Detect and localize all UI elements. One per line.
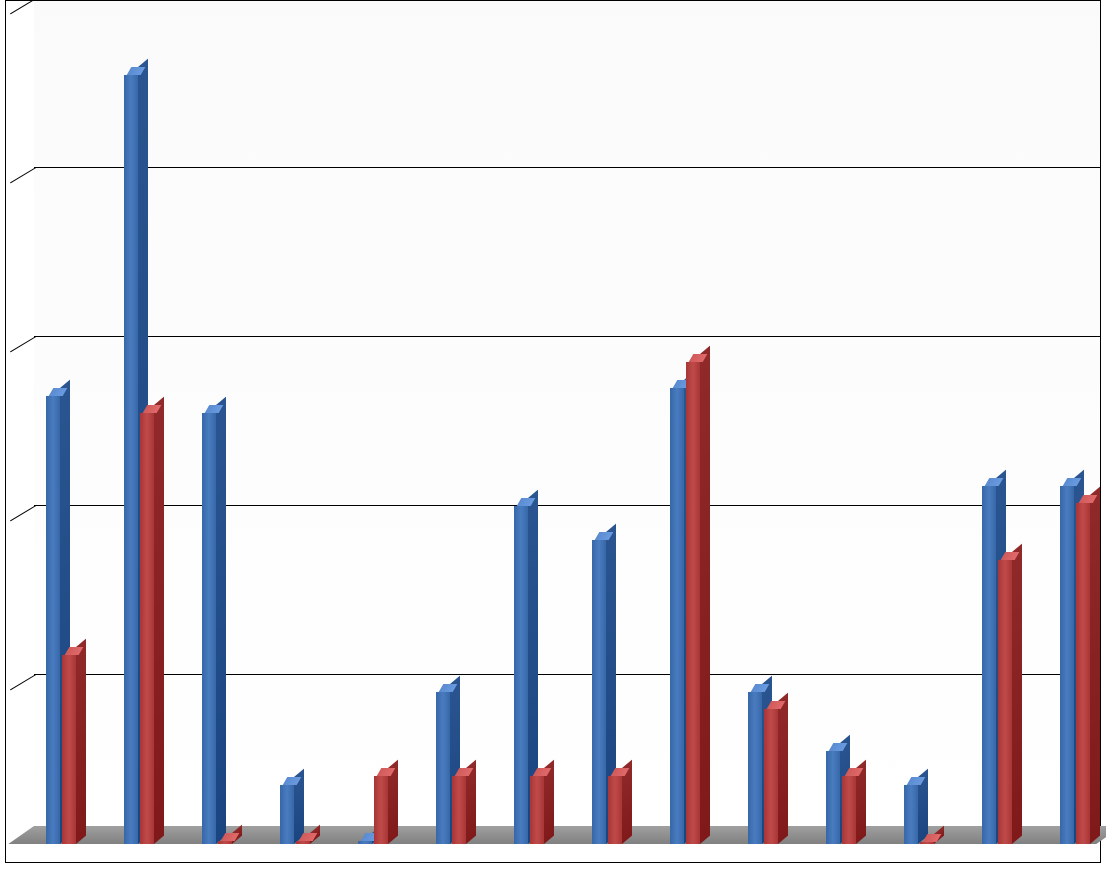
- gridline: [34, 336, 1100, 337]
- bar-group: [436, 692, 466, 844]
- bar-front: [530, 776, 544, 844]
- bar-series1: [748, 692, 762, 844]
- bar-series2: [1076, 503, 1090, 844]
- bar-series1: [826, 751, 840, 844]
- bar-front: [280, 785, 294, 844]
- bar-front: [748, 692, 762, 844]
- bar-series1: [202, 413, 216, 844]
- bar-side: [700, 346, 710, 844]
- bar-front: [452, 776, 466, 844]
- bar-series2: [62, 655, 76, 844]
- bar-group: [1060, 486, 1090, 844]
- bar-series2: [998, 560, 1012, 844]
- bar-group: [124, 75, 154, 844]
- bar-top: [923, 834, 942, 842]
- bar-front: [374, 776, 388, 844]
- bar-group: [202, 413, 232, 844]
- bar-front: [904, 785, 918, 844]
- bar-series2: [218, 841, 232, 844]
- bar-series1: [124, 75, 138, 844]
- bar-side: [154, 397, 164, 844]
- gridline: [34, 505, 1100, 506]
- bar-group: [280, 785, 310, 844]
- bar-series2: [374, 776, 388, 844]
- bar-front: [202, 413, 216, 844]
- bar-front: [124, 75, 138, 844]
- bar-front: [46, 396, 60, 844]
- bar-series1: [280, 785, 294, 844]
- bar-series2: [920, 842, 934, 844]
- bar-front: [842, 776, 856, 844]
- bar-group: [592, 540, 622, 844]
- bar-front: [592, 540, 606, 844]
- bar-group: [46, 396, 76, 844]
- bar-series1: [592, 540, 606, 844]
- bar-front: [514, 506, 528, 844]
- bar-series2: [530, 776, 544, 844]
- bar-series1: [904, 785, 918, 844]
- bar-series1: [670, 388, 684, 844]
- bar-front: [670, 388, 684, 844]
- bar-group: [514, 506, 544, 844]
- bar-side: [1012, 544, 1022, 844]
- bar-front: [62, 655, 76, 844]
- gridline: [34, 167, 1100, 168]
- bar-front: [608, 776, 622, 844]
- bar-group: [670, 362, 700, 844]
- bar-series2: [686, 362, 700, 844]
- bar-side: [1090, 486, 1100, 844]
- bar-front: [1060, 486, 1074, 844]
- bar-series1: [1060, 486, 1074, 844]
- bar-front: [826, 751, 840, 844]
- chart-container: [0, 0, 1106, 871]
- bar-series2: [842, 776, 856, 844]
- bar-front: [920, 842, 934, 844]
- bar-front: [436, 692, 450, 844]
- bar-side: [76, 638, 86, 844]
- bar-series1: [358, 841, 372, 844]
- bar-front: [218, 841, 232, 844]
- bar-series1: [514, 506, 528, 844]
- bar-series1: [46, 396, 60, 844]
- bar-group: [358, 776, 388, 844]
- bar-group: [826, 751, 856, 844]
- chart-frame: [5, 0, 1101, 863]
- plot-area: [34, 1, 1100, 844]
- bar-front: [764, 709, 778, 844]
- bar-series2: [764, 709, 778, 844]
- bar-series2: [296, 841, 310, 844]
- bar-front: [998, 560, 1012, 844]
- gridline: [34, 674, 1100, 675]
- bar-series2: [140, 413, 154, 844]
- bar-group: [982, 486, 1012, 844]
- bar-front: [140, 413, 154, 844]
- bar-series1: [982, 486, 996, 844]
- bar-series2: [608, 776, 622, 844]
- bar-front: [686, 362, 700, 844]
- bar-front: [1076, 503, 1090, 844]
- bar-front: [982, 486, 996, 844]
- bar-front: [296, 841, 310, 844]
- bar-group: [904, 785, 934, 844]
- bar-group: [748, 692, 778, 844]
- bar-series2: [452, 776, 466, 844]
- bar-series1: [436, 692, 450, 844]
- bar-side: [216, 397, 226, 844]
- bar-side: [778, 692, 788, 844]
- bar-front: [358, 841, 372, 844]
